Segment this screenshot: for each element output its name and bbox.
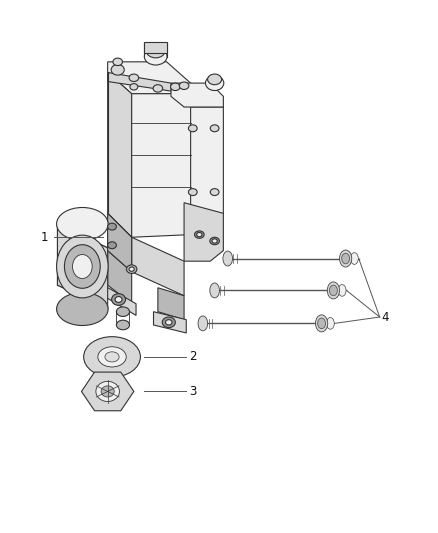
Ellipse shape xyxy=(108,242,117,249)
Polygon shape xyxy=(108,213,132,272)
Text: 1: 1 xyxy=(41,231,48,244)
Polygon shape xyxy=(171,83,223,107)
Ellipse shape xyxy=(212,239,217,243)
Polygon shape xyxy=(108,72,171,91)
Ellipse shape xyxy=(198,316,208,331)
Ellipse shape xyxy=(342,253,350,264)
Text: 2: 2 xyxy=(189,350,197,364)
Ellipse shape xyxy=(208,74,222,85)
Ellipse shape xyxy=(194,231,204,238)
Polygon shape xyxy=(108,72,132,237)
Ellipse shape xyxy=(210,125,219,132)
Ellipse shape xyxy=(166,320,172,325)
Polygon shape xyxy=(132,237,184,296)
Ellipse shape xyxy=(127,265,137,273)
Polygon shape xyxy=(57,224,108,309)
Ellipse shape xyxy=(129,74,139,82)
Ellipse shape xyxy=(188,125,197,132)
Ellipse shape xyxy=(329,285,337,296)
Ellipse shape xyxy=(205,76,224,91)
Ellipse shape xyxy=(73,255,92,278)
Ellipse shape xyxy=(326,318,334,329)
Ellipse shape xyxy=(350,253,358,264)
Ellipse shape xyxy=(84,337,141,377)
Polygon shape xyxy=(108,251,132,304)
Ellipse shape xyxy=(98,347,126,367)
Ellipse shape xyxy=(153,85,162,92)
Ellipse shape xyxy=(179,82,189,90)
Ellipse shape xyxy=(57,293,108,326)
Ellipse shape xyxy=(147,45,165,58)
Ellipse shape xyxy=(210,189,219,196)
Ellipse shape xyxy=(339,250,352,267)
Ellipse shape xyxy=(108,223,117,230)
Polygon shape xyxy=(132,94,191,237)
Ellipse shape xyxy=(105,352,119,362)
Ellipse shape xyxy=(162,317,175,328)
Ellipse shape xyxy=(210,283,219,298)
Polygon shape xyxy=(81,372,134,411)
Ellipse shape xyxy=(210,237,219,245)
Ellipse shape xyxy=(145,48,167,65)
Ellipse shape xyxy=(57,235,108,298)
Ellipse shape xyxy=(57,207,108,240)
Polygon shape xyxy=(184,107,223,224)
Ellipse shape xyxy=(115,296,122,302)
Ellipse shape xyxy=(101,386,114,397)
Ellipse shape xyxy=(223,251,233,266)
Ellipse shape xyxy=(327,282,339,299)
Ellipse shape xyxy=(129,267,134,271)
Polygon shape xyxy=(108,62,191,94)
Ellipse shape xyxy=(117,307,130,317)
Ellipse shape xyxy=(113,58,123,66)
Polygon shape xyxy=(103,285,136,316)
Ellipse shape xyxy=(130,84,138,90)
Text: 4: 4 xyxy=(381,311,389,324)
Polygon shape xyxy=(184,203,223,261)
Ellipse shape xyxy=(197,232,202,237)
Ellipse shape xyxy=(111,64,124,75)
Ellipse shape xyxy=(318,318,325,329)
Polygon shape xyxy=(144,42,167,53)
Polygon shape xyxy=(153,312,186,333)
Ellipse shape xyxy=(112,294,126,305)
Ellipse shape xyxy=(96,382,120,401)
Text: 3: 3 xyxy=(189,385,197,398)
Ellipse shape xyxy=(338,285,346,296)
Polygon shape xyxy=(108,213,132,272)
Ellipse shape xyxy=(117,320,130,330)
Ellipse shape xyxy=(170,83,180,91)
Ellipse shape xyxy=(315,315,328,332)
Polygon shape xyxy=(158,288,184,320)
Ellipse shape xyxy=(188,189,197,196)
Ellipse shape xyxy=(64,245,100,288)
